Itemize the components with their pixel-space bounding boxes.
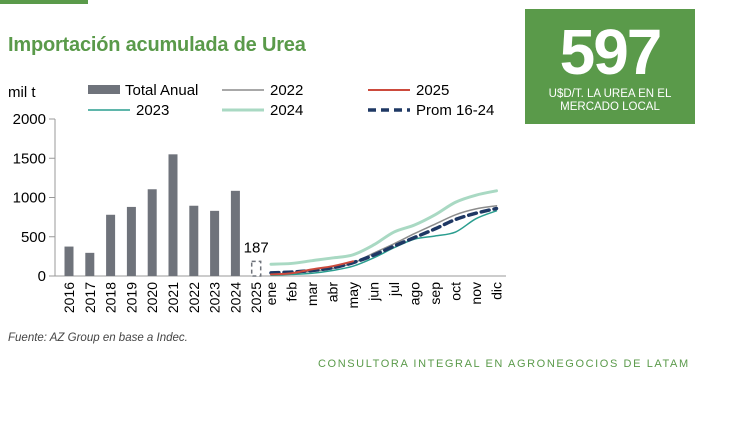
partial-year-data-label: 187: [244, 239, 269, 256]
y-tick-label: 500: [21, 229, 46, 246]
x-tick-label-month: ago: [407, 282, 423, 306]
legend-2024-label: 2024: [270, 102, 303, 119]
top-accent-bar: [0, 0, 88, 4]
x-tick-label-year: 2016: [61, 282, 77, 313]
bar-2018: [106, 214, 116, 276]
x-tick-label-year: 2025: [248, 282, 264, 313]
x-tick-label-month: abr: [325, 282, 341, 303]
x-tick-label-year: 2019: [123, 282, 139, 313]
source-note: Fuente: AZ Group en base a Indec.: [8, 332, 188, 344]
x-tick-label-month: sep: [427, 282, 443, 305]
bar-2024: [230, 190, 240, 276]
x-tick-label-year: 2023: [207, 282, 223, 313]
bar-2019: [126, 206, 136, 276]
bar-2021: [168, 154, 178, 276]
footer-brand: CONSULTORA INTEGRAL EN AGRONEGOCIOS DE L…: [318, 358, 690, 370]
bar-2020: [147, 189, 157, 276]
x-tick-label-month: dic: [489, 282, 505, 300]
bar-2025: [250, 260, 262, 277]
y-tick-label: 2000: [13, 111, 46, 128]
x-tick-label-year: 2022: [186, 282, 202, 313]
legend-prom-label: Prom 16-24: [416, 102, 494, 119]
bar-2016: [64, 246, 74, 276]
bar-2023: [210, 210, 220, 276]
y-axis-label: mil t: [8, 84, 36, 101]
x-tick-label-year: 2017: [82, 282, 98, 313]
legend-2023-label: 2023: [136, 102, 169, 119]
x-tick-label-month: nov: [468, 282, 484, 305]
x-tick-label-month: mar: [304, 282, 320, 306]
x-tick-label-month: feb: [284, 282, 300, 302]
legend-2025-label: 2025: [416, 82, 449, 99]
x-tick-label-month: ene: [263, 282, 279, 306]
y-tick-label: 1500: [13, 150, 46, 167]
x-tick-label-year: 2024: [227, 282, 243, 313]
legend-total-label: Total Anual: [125, 82, 198, 99]
urea-import-chart: mil t 0 500 1000 1500 2000 2016 2017 2018 2019 202…: [8, 82, 506, 313]
y-tick-label: 1000: [13, 190, 46, 207]
y-tick-label: 0: [38, 268, 46, 285]
series-line-s2025: [270, 260, 354, 276]
bar-2017: [85, 252, 95, 276]
x-tick-label-year: 2018: [103, 282, 119, 313]
page-title: Importación acumulada de Urea: [8, 34, 306, 56]
price-value: 597: [559, 16, 663, 88]
x-tick-label-month: may: [345, 282, 361, 308]
series-line-s2024: [269, 189, 498, 266]
series-line-s2023: [270, 210, 498, 276]
bar-2022: [189, 205, 199, 276]
x-tick-label-month: jun: [366, 282, 382, 302]
x-tick-label-year: 2021: [165, 282, 181, 313]
x-tick-label-month: oct: [448, 282, 464, 301]
price-caption: U$D/T. LA UREA EN EL MERCADO LOCAL: [548, 88, 672, 113]
series-line-prom: [269, 206, 499, 275]
x-tick-label-year: 2020: [144, 282, 160, 313]
legend-total-swatch: [88, 85, 120, 94]
x-tick-label-month: jul: [386, 282, 402, 297]
legend-2022-label: 2022: [270, 82, 303, 99]
price-badge: 597 U$D/T. LA UREA EN EL MERCADO LOCAL: [525, 9, 695, 124]
